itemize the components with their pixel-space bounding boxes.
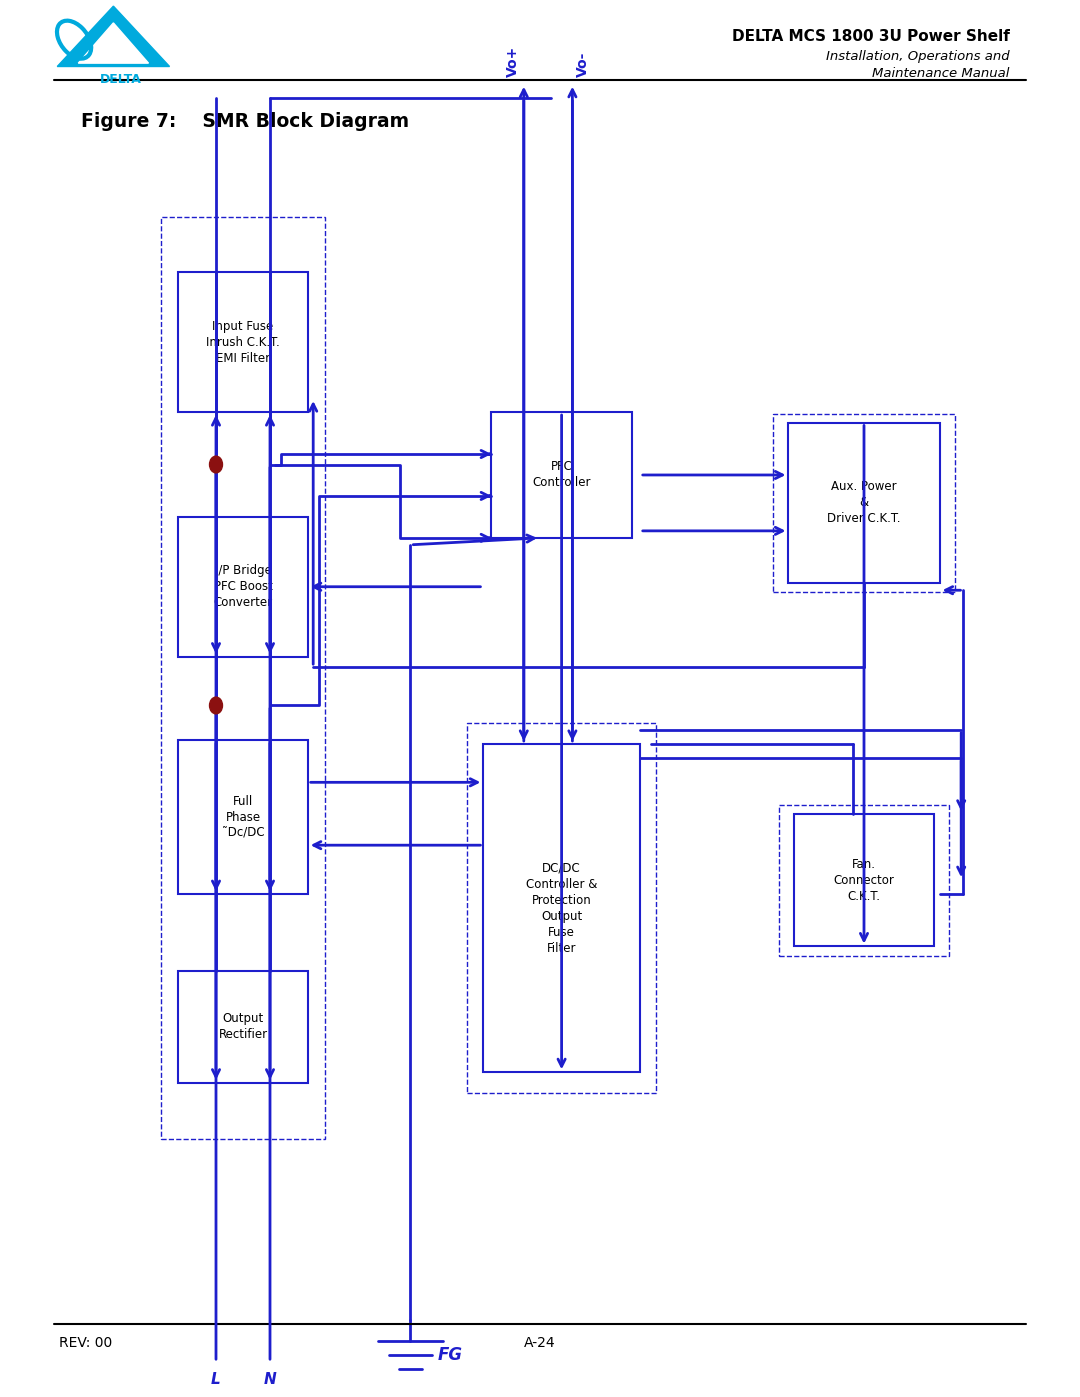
Bar [773, 414, 955, 592]
Text: Figure 7:    SMR Block Diagram: Figure 7: SMR Block Diagram [81, 112, 409, 131]
Text: Fan.
Connector
C.K.T.: Fan. Connector C.K.T. [834, 858, 894, 902]
Circle shape [210, 455, 222, 472]
Text: N: N [264, 1372, 276, 1387]
Text: Vo+: Vo+ [507, 46, 519, 77]
Text: PFC
Controller: PFC Controller [532, 461, 591, 489]
Text: Output
Rectifier: Output Rectifier [218, 1013, 268, 1041]
Bar [794, 813, 934, 947]
Bar [468, 724, 656, 1092]
Polygon shape [79, 22, 149, 63]
Text: DELTA MCS 1800 3U Power Shelf: DELTA MCS 1800 3U Power Shelf [732, 29, 1010, 45]
Bar [788, 422, 940, 584]
Polygon shape [57, 6, 170, 67]
Text: L: L [211, 1372, 221, 1387]
Text: Full
Phase
˜Dc/DC: Full Phase ˜Dc/DC [221, 795, 265, 840]
Bar [178, 517, 308, 657]
Bar [491, 412, 632, 538]
Text: DC/DC
Controller &
Protection
Output
Fuse
Filter: DC/DC Controller & Protection Output Fus… [526, 862, 597, 954]
Text: Aux. Power
&
Driver C.K.T.: Aux. Power & Driver C.K.T. [827, 481, 901, 525]
Text: REV: 00: REV: 00 [59, 1336, 112, 1350]
Text: DELTA: DELTA [99, 73, 141, 87]
Bar [484, 745, 640, 1073]
Bar [178, 740, 308, 894]
Text: I/P Bridge
PFC Boost
Converter: I/P Bridge PFC Boost Converter [214, 564, 272, 609]
Bar [178, 272, 308, 412]
Circle shape [210, 697, 222, 714]
Bar [178, 971, 308, 1083]
Text: Input Fuse
Inrush C.K.T.
EMI Filter: Input Fuse Inrush C.K.T. EMI Filter [206, 320, 280, 365]
Bar [779, 805, 949, 956]
Text: FG: FG [437, 1347, 462, 1363]
Bar [161, 217, 325, 1139]
Text: Maintenance Manual: Maintenance Manual [873, 67, 1010, 80]
Text: Installation, Operations and: Installation, Operations and [826, 50, 1010, 63]
Text: Vo-: Vo- [577, 52, 590, 77]
Text: A-24: A-24 [524, 1336, 556, 1350]
